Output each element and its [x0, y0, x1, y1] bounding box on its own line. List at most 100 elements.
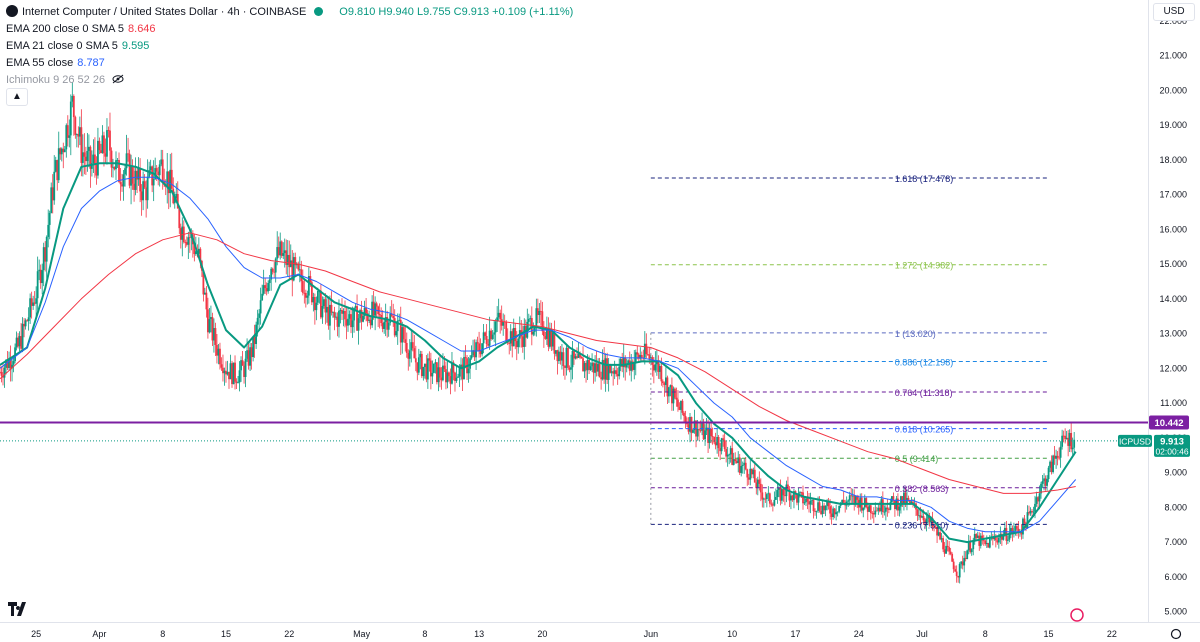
candle-body [761, 492, 764, 500]
indicator-ichimoku[interactable]: Ichimoku 9 26 52 26 [6, 72, 573, 89]
candle-body [565, 347, 568, 368]
price-tick-label: 13.000 [1159, 329, 1187, 339]
candle-body [594, 363, 596, 373]
currency-selector[interactable]: USD [1153, 3, 1195, 21]
candle-body [327, 306, 330, 326]
candle-body [734, 459, 737, 462]
candle-body [871, 513, 874, 514]
candle-body [69, 101, 72, 136]
candle-body [729, 448, 732, 455]
candle-body [765, 494, 768, 500]
settings-gear-icon[interactable] [1170, 628, 1182, 640]
candle-body [672, 388, 675, 404]
indicator-ema21[interactable]: EMA 21 close 0 SMA 5 9.595 [6, 38, 573, 55]
candle-body [710, 428, 712, 437]
candle-body [48, 212, 51, 225]
candle-body [312, 297, 315, 303]
time-tick-label: 17 [790, 629, 800, 639]
fib-level-label: 0.382 (8.563) [895, 484, 949, 494]
candle-body [335, 316, 337, 318]
candle-body [194, 251, 197, 255]
candle-body [232, 362, 235, 385]
candle-body [59, 148, 62, 155]
candle-body [51, 187, 54, 201]
candle-body [36, 271, 39, 299]
candle-body [356, 306, 358, 331]
candle-body [202, 270, 205, 295]
candle-body [249, 347, 251, 366]
candle-body [333, 311, 336, 318]
candle-body [229, 363, 232, 380]
candle-body [981, 535, 984, 541]
indicator-label: Ichimoku 9 26 52 26 [6, 74, 106, 86]
candle-body [103, 135, 105, 154]
candle-body [329, 304, 331, 326]
candle-body [665, 377, 667, 385]
candle-body [976, 535, 979, 538]
candle-body [457, 376, 459, 378]
symbol-row[interactable]: Internet Computer / United States Dollar… [6, 4, 573, 21]
candle-body [294, 257, 297, 266]
candle-body [883, 511, 886, 513]
candle-body [603, 359, 606, 380]
price-tick-label: 21.000 [1159, 51, 1187, 61]
candle-body [205, 292, 208, 310]
candle-body [967, 541, 970, 551]
candle-body [1017, 528, 1020, 533]
candle-body [574, 356, 577, 359]
candle-body [823, 505, 825, 511]
candle-body [0, 372, 3, 376]
symbol-title: Internet Computer / United States Dollar… [22, 6, 307, 18]
candle-body [737, 457, 740, 463]
candle-body [319, 290, 322, 318]
candle-body [80, 127, 83, 163]
candle-body [639, 355, 642, 359]
eye-hidden-icon[interactable] [112, 74, 124, 84]
candle-body [508, 343, 511, 345]
candle-body [918, 515, 920, 517]
candle-body [1000, 534, 1003, 540]
time-tick-label: 8 [422, 629, 427, 639]
candle-body [606, 358, 609, 380]
candle-body [764, 498, 767, 500]
candle-body [291, 260, 294, 281]
candle-body [604, 358, 607, 380]
candle-body [136, 170, 138, 180]
candle-body [848, 495, 851, 501]
collapse-legend-button[interactable]: ▲ [6, 88, 28, 106]
candle-body [559, 351, 562, 361]
candle-body [313, 297, 316, 311]
candle-body [175, 193, 178, 199]
candle-body [532, 331, 535, 335]
indicator-ema55[interactable]: EMA 55 close 8.787 [6, 55, 573, 72]
candle-body [235, 381, 238, 383]
candle-body [800, 492, 803, 493]
market-open-dot-icon [314, 7, 324, 16]
candle-body [109, 130, 111, 151]
candle-body [555, 350, 557, 354]
candle-body [443, 365, 446, 370]
candle-body [17, 337, 19, 347]
candle-body [414, 358, 417, 363]
candle-body [889, 502, 892, 510]
indicator-ema200[interactable]: EMA 200 close 0 SMA 5 8.646 [6, 21, 573, 38]
candle-body [428, 358, 431, 361]
candle-body [937, 532, 940, 536]
candle-body [658, 366, 661, 372]
candle-body [970, 549, 973, 553]
candle-body [84, 156, 87, 162]
candle-body [919, 515, 922, 518]
candle-body [324, 299, 327, 313]
candle-body [666, 377, 669, 397]
candle-body [872, 513, 875, 515]
candle-body [445, 369, 447, 383]
candle-body [946, 545, 949, 548]
candle-body [722, 438, 725, 440]
candle-body [796, 494, 798, 503]
candle-body [494, 321, 497, 333]
candle-body [149, 166, 152, 171]
event-marker-icon[interactable] [1070, 608, 1084, 622]
candle-body [966, 550, 969, 560]
candle-body [217, 348, 220, 356]
